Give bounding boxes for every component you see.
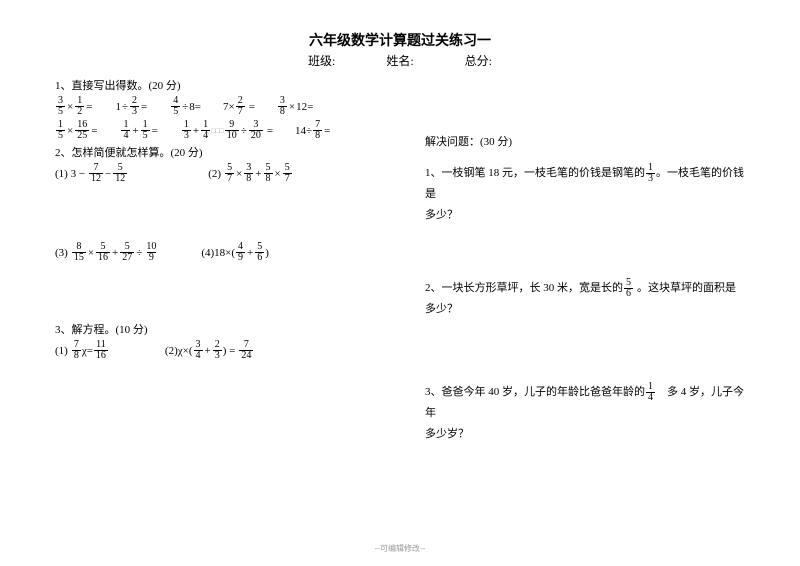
name-label: 姓名: (386, 54, 413, 68)
problem3: 3、爸爸今年 40 岁，儿子的年龄比爸爸年龄的14 多 4 岁，儿子今年 多少岁… (425, 382, 745, 445)
right-label: 解决问题：(30 分) (425, 133, 745, 149)
section1-label: 1、直接写出得数。(20 分) (55, 77, 385, 93)
problem1: 1、一枝钢笔 18 元，一枝毛笔的价钱是钢笔的13。一枝毛笔的价钱是 多少？ (425, 163, 745, 226)
s1-row1: 35×12= 1÷23= 45÷8= 7×27= 38×12= (55, 96, 385, 117)
problem2: 2、一块长方形草坪，长 30 米，宽是长的56。这块草坪的面积是多少？ (425, 278, 745, 320)
s2-row2: (3)815×516+527÷109 (4)18×(49+56) (55, 242, 385, 263)
left-column: 1、直接写出得数。(20 分) 35×12= 1÷23= 45÷8= 7×27=… (55, 75, 385, 444)
class-label: 班级: (308, 54, 335, 68)
s2-row1: (1) 3 −712−512 (2)57×38+58×57 (55, 163, 385, 184)
subtitle: 班级: 姓名: 总分: (55, 52, 745, 69)
s1-row2: 15×1625= 14+15= 13+14□□□910÷320= 14÷78= (55, 120, 385, 141)
score-label: 总分: (465, 54, 492, 68)
right-column: 解决问题：(30 分) 1、一枝钢笔 18 元，一枝毛笔的价钱是钢笔的13。一枝… (425, 75, 745, 444)
footer: --可编辑修改-- (0, 543, 800, 554)
section2-label: 2、怎样简便就怎样算。(20 分) (55, 144, 385, 160)
page-title: 六年级数学计算题过关练习一 (55, 30, 745, 50)
section3-label: 3、解方程。(10 分) (55, 321, 385, 337)
s3-row: (1)78χ=1116 (2)χ×(34+23) =724 (55, 340, 385, 361)
